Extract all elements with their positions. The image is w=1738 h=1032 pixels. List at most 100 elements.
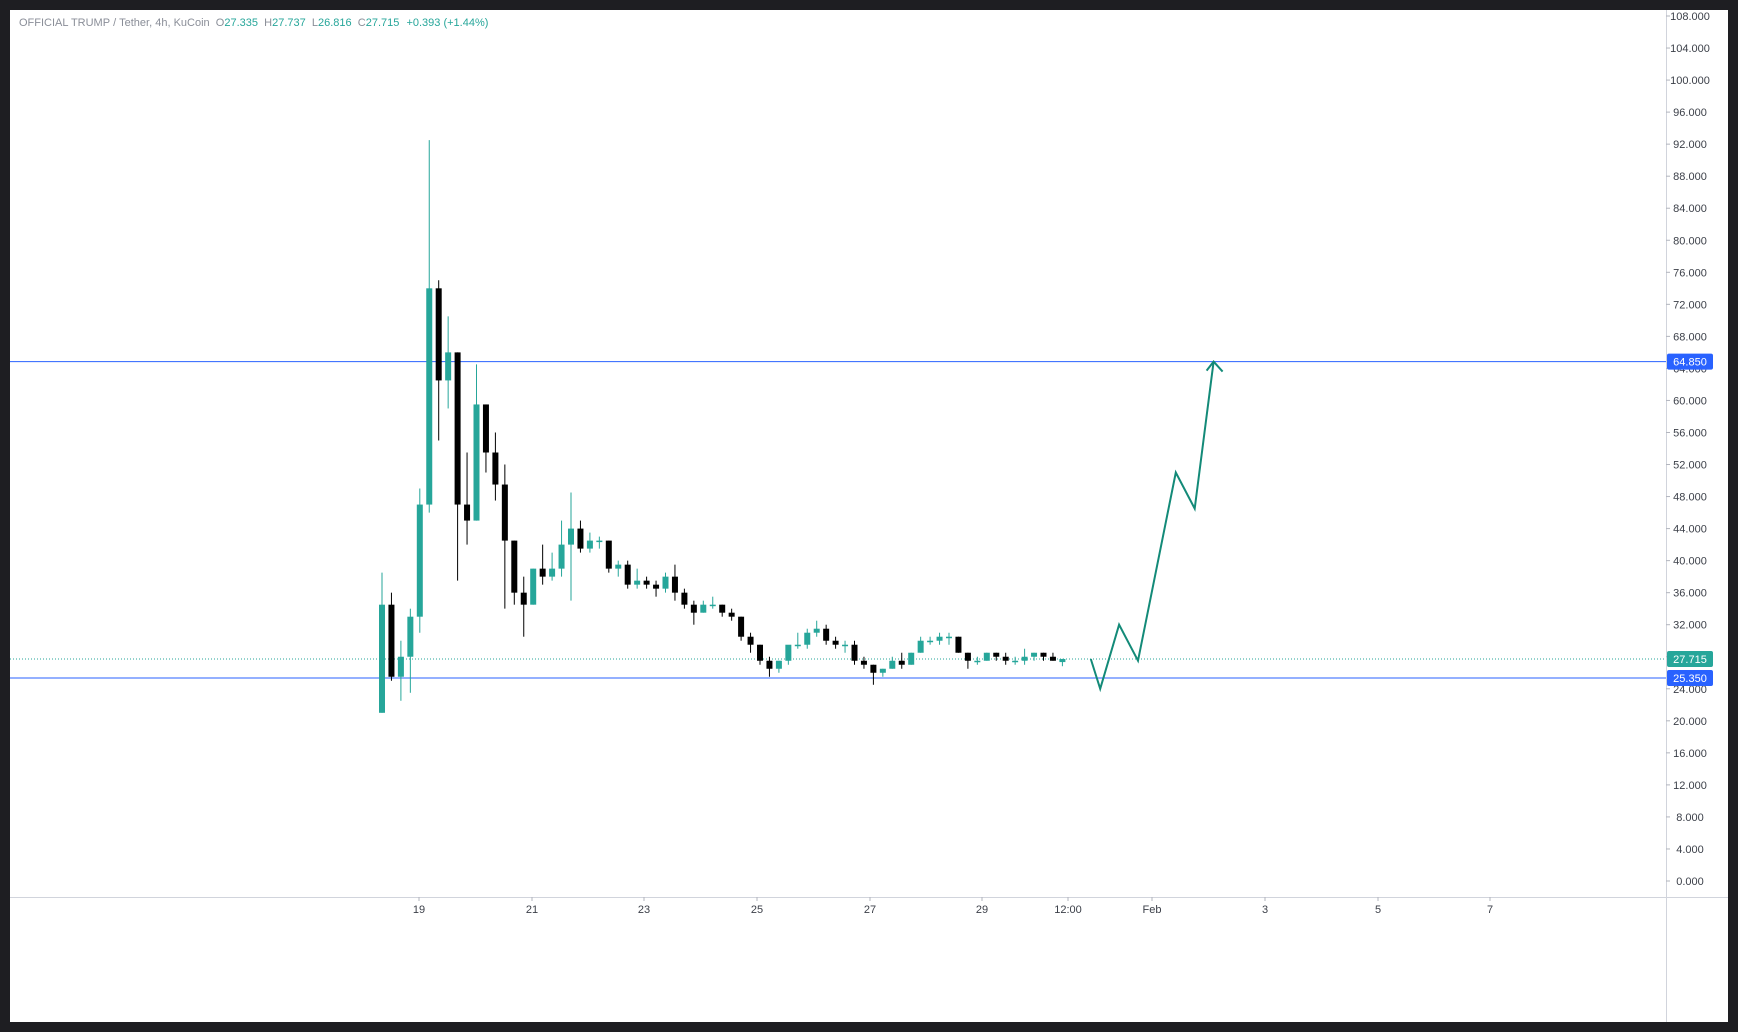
x-tick-label: 25 — [751, 904, 763, 916]
candle-body-down — [766, 660, 773, 669]
candle-body-up — [936, 636, 943, 641]
candle-body-up — [397, 656, 404, 677]
y-tick-label: 44.000 — [1673, 524, 1707, 536]
candle-body-down — [577, 528, 584, 549]
candle-body-down — [955, 636, 962, 653]
candle-body-up — [473, 404, 480, 521]
candle-body-down — [757, 644, 763, 661]
y-tick-label: 36.000 — [1673, 588, 1707, 600]
y-tick-label: 100.000 — [1670, 75, 1710, 87]
candle-body-down — [388, 604, 395, 677]
y-tick-label: 72.000 — [1673, 299, 1707, 311]
candle-body-up — [445, 352, 452, 381]
symbol-legend: OFFICIAL TRUMP / Tether, 4h, KuCoin O27.33… — [19, 17, 489, 29]
legend-change-pct: (+1.44%) — [443, 17, 489, 29]
candle-body-up — [530, 568, 537, 605]
candle-body-up — [586, 540, 593, 549]
legend-high-label: H — [264, 17, 273, 29]
legend-symbol[interactable]: OFFICIAL TRUMP — [19, 17, 111, 29]
candle-body-down — [435, 288, 442, 381]
candle-body-up — [785, 644, 792, 661]
y-tick-label: 48.000 — [1673, 492, 1707, 504]
legend-interval[interactable]: 4h — [155, 17, 168, 29]
x-tick-label: Feb — [1143, 904, 1162, 916]
level-badge-bg — [1667, 669, 1713, 686]
candle-body-up — [983, 652, 990, 661]
candle-body-down — [1049, 656, 1056, 661]
x-tick-label: 29 — [976, 904, 988, 916]
y-tick-label: 60.000 — [1673, 395, 1707, 407]
candle-body-up — [813, 628, 820, 633]
candle-body-up — [879, 668, 886, 673]
y-tick-label: 16.000 — [1673, 748, 1707, 760]
y-tick-label: 8.000 — [1676, 812, 1704, 824]
candle-body-down — [1002, 656, 1009, 661]
candle-body-up — [794, 644, 801, 647]
candle-body-down — [681, 592, 688, 605]
candle-body-up — [889, 660, 896, 669]
candle-body-up — [842, 644, 849, 647]
candle-body-down — [671, 576, 678, 593]
y-tick-label: 0.000 — [1676, 876, 1704, 888]
candle-body-down — [1040, 652, 1047, 657]
candle-body-down — [738, 616, 745, 637]
candle-body-down — [624, 564, 631, 585]
legend-open: 27.335 — [224, 17, 259, 29]
candle-body-down — [539, 568, 546, 577]
candle-body-down — [747, 636, 754, 645]
candle-body-up — [917, 640, 924, 653]
candle-body-up — [927, 640, 934, 643]
legend-close-label: C — [357, 17, 366, 29]
chart-canvas[interactable]: 108.000 104.000 100.000 96.000 92.000 88.000 8… — [10, 10, 1728, 1022]
candle-body-up — [1031, 652, 1038, 657]
candle-body-down — [898, 660, 905, 665]
y-tick-label: 76.000 — [1673, 267, 1707, 279]
x-tick-label: 12:00 — [1054, 904, 1082, 916]
candle-body-up — [407, 616, 414, 657]
y-tick-label: 68.000 — [1673, 331, 1707, 343]
x-tick-label: 27 — [864, 904, 876, 916]
x-tick-label: 7 — [1487, 904, 1493, 916]
candle-body-down — [870, 664, 877, 673]
level-badge-label: 25.350 — [1673, 673, 1707, 685]
candle-body-down — [464, 504, 471, 521]
legend-exchange: KuCoin — [173, 17, 210, 29]
x-tick-label: 3 — [1262, 904, 1268, 916]
x-tick-label: 23 — [638, 904, 650, 916]
y-tick-label: 12.000 — [1673, 780, 1707, 792]
y-tick-label: 52.000 — [1673, 460, 1707, 472]
legend-quote: Tether — [119, 17, 150, 29]
candle-body-up — [426, 288, 433, 505]
candle-body-up — [634, 580, 641, 585]
candle-body-up — [596, 540, 603, 543]
horizontal-levels — [10, 361, 1666, 679]
candle-body-down — [511, 540, 518, 593]
candle-body-up — [549, 568, 556, 577]
candle-body-down — [728, 612, 735, 617]
y-tick-label: 32.000 — [1673, 620, 1707, 632]
projection-zigzag[interactable] — [1089, 361, 1215, 693]
candle-body-up — [615, 564, 622, 569]
candle-body-up — [1059, 659, 1066, 663]
chart-panel[interactable]: 108.000 104.000 100.000 96.000 92.000 88.000 8… — [10, 10, 1728, 1022]
candle-body-down — [964, 652, 971, 661]
y-tick-label: 40.000 — [1673, 556, 1707, 568]
candle-body-down — [643, 580, 650, 585]
price-badges: 64.850 25.350 27.715 — [1667, 353, 1713, 686]
y-tick-label: 88.000 — [1673, 171, 1707, 183]
candle-body-down — [605, 540, 612, 569]
candle-body-down — [501, 484, 508, 541]
candle-body-up — [908, 652, 915, 665]
candle-body-down — [482, 404, 489, 453]
candle-body-up — [700, 604, 707, 613]
candle-body-down — [860, 660, 867, 665]
candle-body-up — [709, 604, 716, 607]
projection-arrowhead — [1205, 360, 1224, 373]
candle-body-up — [558, 544, 565, 569]
y-tick-label: 92.000 — [1673, 139, 1707, 151]
x-tick-label: 5 — [1375, 904, 1381, 916]
candle-body-up — [379, 604, 385, 713]
legend-change: +0.393 — [406, 17, 441, 29]
candle-body-up — [416, 504, 423, 617]
y-tick-label: 104.000 — [1670, 43, 1710, 55]
